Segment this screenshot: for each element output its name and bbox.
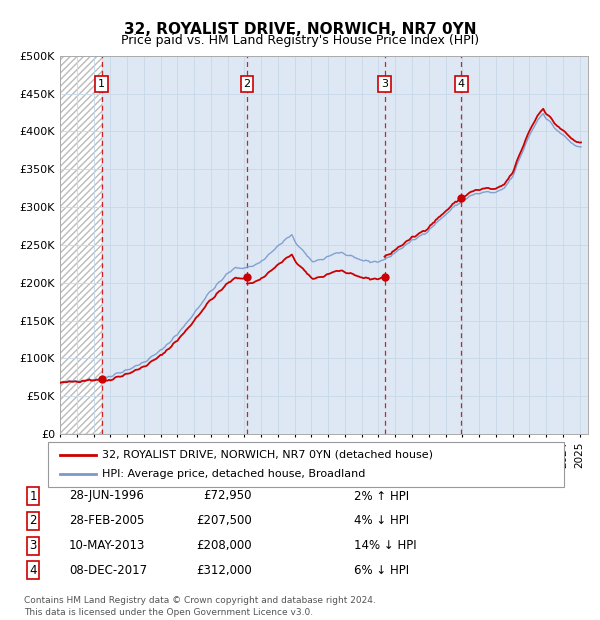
Text: Price paid vs. HM Land Registry's House Price Index (HPI): Price paid vs. HM Land Registry's House … <box>121 34 479 47</box>
Text: £208,000: £208,000 <box>196 539 252 552</box>
Text: 10-MAY-2013: 10-MAY-2013 <box>69 539 145 552</box>
Text: 3: 3 <box>29 539 37 552</box>
Text: 4: 4 <box>458 79 465 89</box>
Text: 2% ↑ HPI: 2% ↑ HPI <box>354 490 409 502</box>
Text: 08-DEC-2017: 08-DEC-2017 <box>69 564 147 577</box>
Text: 4: 4 <box>29 564 37 577</box>
Text: 2: 2 <box>244 79 251 89</box>
Text: 3: 3 <box>381 79 388 89</box>
Text: 28-FEB-2005: 28-FEB-2005 <box>69 515 145 527</box>
Text: 4% ↓ HPI: 4% ↓ HPI <box>354 515 409 527</box>
Bar <box>60 56 102 434</box>
Text: 32, ROYALIST DRIVE, NORWICH, NR7 0YN: 32, ROYALIST DRIVE, NORWICH, NR7 0YN <box>124 22 476 37</box>
Text: 1: 1 <box>98 79 105 89</box>
Text: £207,500: £207,500 <box>196 515 252 527</box>
Text: £72,950: £72,950 <box>203 490 252 502</box>
Text: Contains HM Land Registry data © Crown copyright and database right 2024.
This d: Contains HM Land Registry data © Crown c… <box>24 596 376 617</box>
Text: 28-JUN-1996: 28-JUN-1996 <box>69 490 144 502</box>
Text: HPI: Average price, detached house, Broadland: HPI: Average price, detached house, Broa… <box>102 469 365 479</box>
Text: 2: 2 <box>29 515 37 527</box>
Text: 6% ↓ HPI: 6% ↓ HPI <box>354 564 409 577</box>
Text: 1: 1 <box>29 490 37 502</box>
Text: 14% ↓ HPI: 14% ↓ HPI <box>354 539 416 552</box>
Text: 32, ROYALIST DRIVE, NORWICH, NR7 0YN (detached house): 32, ROYALIST DRIVE, NORWICH, NR7 0YN (de… <box>102 450 433 459</box>
Text: £312,000: £312,000 <box>196 564 252 577</box>
